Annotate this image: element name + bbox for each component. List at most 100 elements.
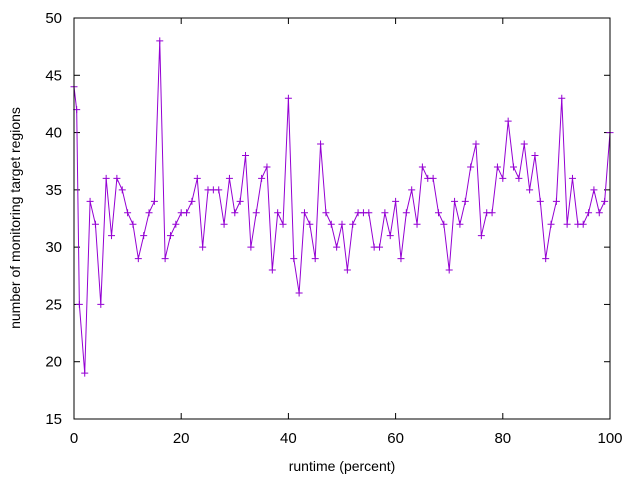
x-tick-label: 20: [173, 430, 190, 447]
data-point: [279, 220, 287, 228]
x-tick-label: 60: [387, 430, 404, 447]
data-point: [429, 174, 437, 182]
data-point: [150, 197, 158, 205]
data-point: [563, 220, 571, 228]
data-point: [568, 174, 576, 182]
data-point: [461, 197, 469, 205]
data-point: [499, 174, 507, 182]
data-point: [86, 197, 94, 205]
data-point: [258, 174, 266, 182]
data-point: [193, 174, 201, 182]
data-point: [268, 266, 276, 274]
data-point: [145, 209, 153, 217]
data-point: [166, 232, 174, 240]
data-point: [102, 174, 110, 182]
data-point: [81, 369, 89, 377]
x-axis-label: runtime (percent): [289, 458, 396, 474]
data-point: [172, 220, 180, 228]
data-point: [333, 243, 341, 251]
data-point: [284, 94, 292, 102]
data-point: [322, 209, 330, 217]
x-tick-label: 80: [494, 430, 511, 447]
data-point: [467, 163, 475, 171]
data-point: [113, 174, 121, 182]
data-point: [456, 220, 464, 228]
y-tick-label: 40: [45, 125, 62, 142]
data-point: [75, 300, 83, 308]
data-point: [418, 163, 426, 171]
series-layer: [70, 37, 614, 377]
data-point: [188, 197, 196, 205]
data-point: [397, 255, 405, 263]
data-point: [225, 174, 233, 182]
data-point: [445, 266, 453, 274]
plot-border: [73, 17, 611, 420]
data-point: [493, 163, 501, 171]
data-point: [402, 209, 410, 217]
data-point: [451, 197, 459, 205]
data-point: [376, 243, 384, 251]
data-point: [274, 209, 282, 217]
data-point: [547, 220, 555, 228]
data-point: [252, 209, 260, 217]
data-point: [242, 151, 250, 159]
data-point: [199, 243, 207, 251]
x-tick-label: 0: [70, 430, 78, 447]
series-line: [73, 40, 611, 374]
data-point: [220, 220, 228, 228]
y-tick-label: 25: [45, 296, 62, 313]
data-point: [526, 186, 534, 194]
data-point: [531, 151, 539, 159]
data-point: [306, 220, 314, 228]
data-point: [590, 186, 598, 194]
data-point: [156, 37, 164, 45]
data-point: [488, 209, 496, 217]
axis-ticks: [73, 17, 611, 420]
data-point: [392, 197, 400, 205]
data-point: [311, 255, 319, 263]
data-point: [327, 220, 335, 228]
data-point: [472, 140, 480, 148]
data-point: [236, 197, 244, 205]
data-point: [97, 300, 105, 308]
data-point: [247, 243, 255, 251]
data-point: [183, 209, 191, 217]
data-point: [365, 209, 373, 217]
data-point: [536, 197, 544, 205]
data-point: [161, 255, 169, 263]
y-tick-label: 45: [45, 67, 62, 84]
data-point: [317, 140, 325, 148]
data-point: [300, 209, 308, 217]
data-point: [542, 255, 550, 263]
data-point: [290, 255, 298, 263]
data-point: [338, 220, 346, 228]
y-tick-label: 35: [45, 182, 62, 199]
data-point: [552, 197, 560, 205]
data-point: [520, 140, 528, 148]
data-point: [601, 197, 609, 205]
y-tick-label: 20: [45, 354, 62, 371]
x-tick-label: 40: [280, 430, 297, 447]
data-point: [408, 186, 416, 194]
data-point: [263, 163, 271, 171]
tick-labels: 0 20 40 60 80 100 15 20 25 30 35 40 45 50: [45, 10, 622, 447]
data-point: [91, 220, 99, 228]
data-point: [413, 220, 421, 228]
data-point: [579, 220, 587, 228]
data-point: [510, 163, 518, 171]
data-point: [129, 220, 137, 228]
data-point: [108, 232, 116, 240]
data-point: [231, 209, 239, 217]
data-point: [215, 186, 223, 194]
y-axis-label: number of monitoring target regions: [7, 107, 23, 329]
data-point: [504, 117, 512, 125]
y-tick-label: 15: [45, 411, 62, 428]
data-point: [558, 94, 566, 102]
data-point: [349, 220, 357, 228]
y-tick-label: 50: [45, 10, 62, 27]
data-point: [343, 266, 351, 274]
data-point: [595, 209, 603, 217]
data-point: [381, 209, 389, 217]
y-tick-label: 30: [45, 239, 62, 256]
